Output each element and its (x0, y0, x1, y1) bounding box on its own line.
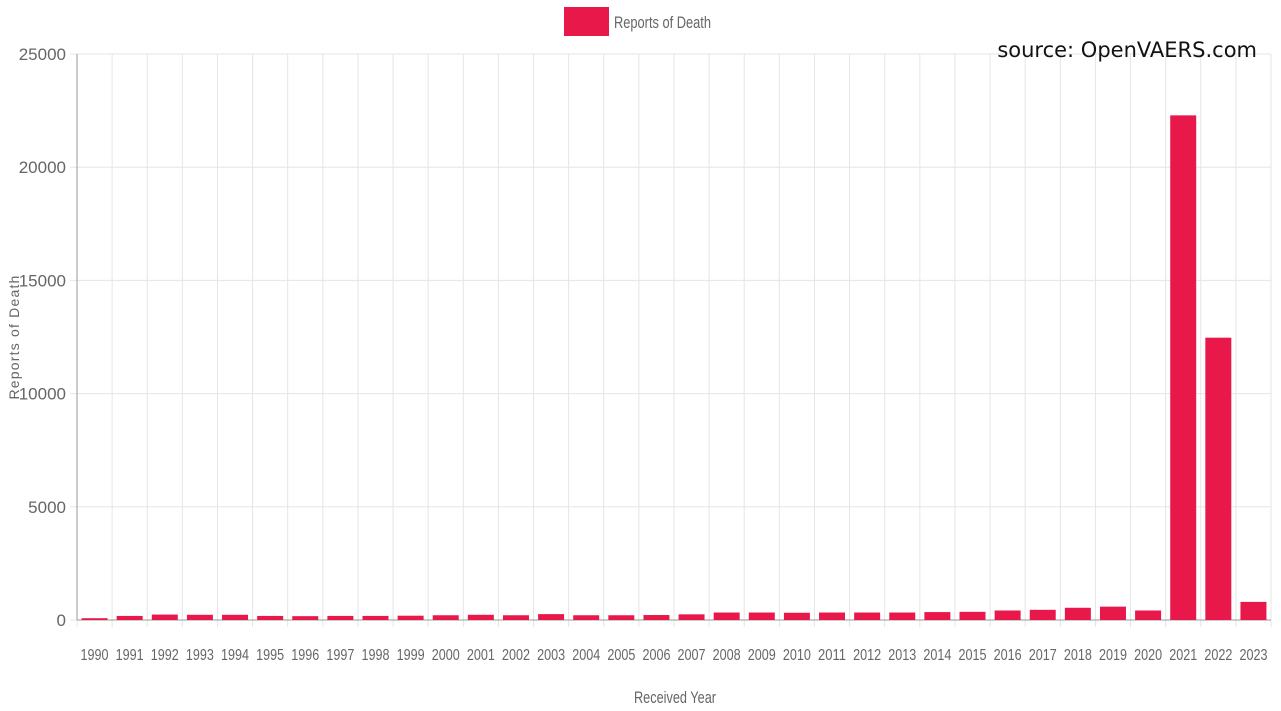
x-tick-label: 1992 (151, 647, 179, 664)
x-tick-label: 2006 (642, 647, 670, 664)
y-tick-label: 15000 (19, 271, 66, 290)
y-axis-title: Reports of Death (6, 274, 22, 399)
bar-1991 (116, 615, 143, 620)
bar-2005 (608, 615, 635, 620)
x-tick-label: 2002 (502, 647, 530, 664)
y-tick-label: 10000 (19, 385, 66, 404)
bar-2008 (713, 612, 740, 620)
bar-1997 (327, 615, 354, 620)
x-tick-label: 2012 (853, 647, 881, 664)
bar-1994 (222, 614, 249, 620)
legend-swatch (564, 7, 609, 36)
bar-2017 (1029, 609, 1056, 620)
bar-1996 (292, 616, 319, 620)
x-tick-label: 2018 (1064, 647, 1092, 664)
x-tick-label: 1991 (116, 647, 144, 664)
bar-2006 (643, 615, 670, 620)
bar-2004 (573, 615, 600, 620)
x-tick-label: 1993 (186, 647, 214, 664)
legend-label: Reports of Death (614, 13, 711, 32)
x-tick-label: 2020 (1134, 647, 1162, 664)
bar-2014 (924, 612, 951, 620)
x-tick-label: 2005 (607, 647, 635, 664)
y-tick-labels: 0 5000 10000 15000 20000 25000 (19, 45, 66, 630)
bar-2013 (889, 612, 916, 620)
bar-2007 (678, 614, 705, 620)
x-tick-label: 1990 (81, 647, 109, 664)
bar-2010 (783, 612, 810, 620)
x-tick-label: 2016 (994, 647, 1022, 664)
bar-2011 (819, 612, 846, 620)
bar-2001 (467, 614, 494, 620)
chart-legend[interactable]: Reports of Death (564, 7, 711, 36)
x-tick-label: 2009 (748, 647, 776, 664)
bar-2019 (1099, 606, 1126, 620)
bar-2021 (1170, 115, 1197, 620)
bar-2000 (432, 615, 459, 620)
bar-2003 (538, 614, 565, 620)
bar-2023 (1240, 601, 1267, 620)
x-tick-label: 2010 (783, 647, 811, 664)
x-tick-labels: 1990 1991 1992 1993 1994 1995 1996 1997 1998 1999… (81, 647, 1268, 664)
x-tick-label: 2001 (467, 647, 495, 664)
x-axis-title: Received Year (634, 688, 716, 707)
bar-2012 (854, 612, 881, 620)
x-tick-label: 1998 (362, 647, 390, 664)
bar-2016 (994, 610, 1021, 620)
bar-1999 (397, 615, 424, 620)
x-tick-label: 2022 (1204, 647, 1232, 664)
x-tick-label: 2007 (678, 647, 706, 664)
chart-grid (70, 53, 1272, 627)
bar-1998 (362, 615, 389, 620)
x-tick-label: 2019 (1099, 647, 1127, 664)
y-tick-label: 20000 (19, 158, 66, 177)
bar-2015 (959, 611, 986, 620)
x-tick-label: 1997 (326, 647, 354, 664)
x-tick-label: 1995 (256, 647, 284, 664)
x-tick-label: 2003 (537, 647, 565, 664)
x-tick-label: 2000 (432, 647, 460, 664)
x-tick-label: 2017 (1029, 647, 1057, 664)
x-tick-label: 2013 (888, 647, 916, 664)
bar-1993 (186, 614, 213, 620)
y-tick-label: 5000 (28, 498, 66, 517)
bar-2018 (1064, 607, 1091, 620)
x-tick-label: 2023 (1239, 647, 1267, 664)
source-note: source: OpenVAERS.com (997, 38, 1257, 62)
x-tick-label: 2011 (818, 647, 846, 664)
x-tick-label: 1999 (397, 647, 425, 664)
x-tick-label: 2004 (572, 647, 600, 664)
chart-bars (81, 115, 1267, 620)
x-tick-label: 1996 (291, 647, 319, 664)
bar-2022 (1205, 337, 1232, 620)
y-tick-label: 0 (57, 611, 66, 630)
bar-1990 (81, 618, 108, 620)
x-tick-label: 2014 (923, 647, 951, 664)
x-tick-label: 1994 (221, 647, 249, 664)
x-tick-label: 2015 (959, 647, 987, 664)
bar-2009 (748, 612, 775, 620)
bar-2002 (502, 615, 529, 620)
x-tick-label: 2021 (1169, 647, 1197, 664)
bar-1995 (257, 615, 284, 620)
y-tick-label: 25000 (19, 45, 66, 64)
x-tick-label: 2008 (713, 647, 741, 664)
bar-1992 (151, 614, 178, 620)
bar-2020 (1135, 610, 1162, 620)
